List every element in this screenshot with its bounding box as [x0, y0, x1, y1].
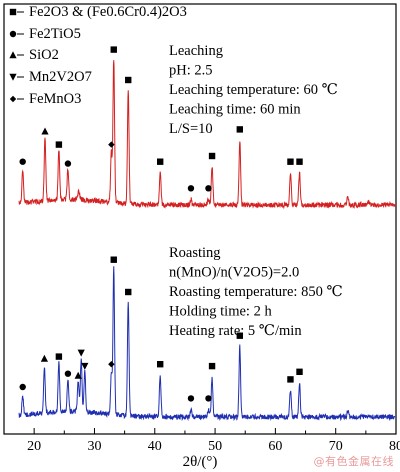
peak-marker-triangle-up — [74, 371, 82, 379]
legend-marker-diamond — [9, 95, 17, 103]
peak-marker-square — [287, 376, 294, 383]
peak-marker-square — [55, 353, 63, 360]
legend-label: SiO2 — [29, 47, 59, 63]
condition-line: Heating rate: 5 ℃/min — [169, 323, 302, 339]
legend-marker-square — [9, 8, 17, 16]
peak-marker-square — [156, 158, 164, 165]
peak-marker-circle — [187, 185, 195, 192]
condition-line: pH: 2.5 — [169, 63, 213, 79]
peak-marker-square — [110, 46, 117, 53]
traces — [18, 60, 396, 422]
condition-line: Leaching — [169, 43, 223, 59]
peak-marker-square — [296, 368, 303, 375]
x-axis-label: 2θ/(°) — [183, 454, 218, 470]
peak-marker-square — [287, 158, 294, 165]
x-axis: 20 30 40 50 60 70 80 — [3, 428, 400, 454]
peak-marker-triangle-up — [40, 354, 49, 362]
legend-label: Mn2V2O7 — [29, 69, 92, 85]
condition-line: Leaching time: 60 min — [169, 102, 301, 118]
condition-line: L/S=10 — [169, 121, 213, 137]
x-tick-label: 70 — [329, 439, 343, 454]
peak-marker-square — [125, 76, 132, 84]
legend-label: Fe2TiO5 — [29, 26, 81, 42]
x-tick-label: 80 — [389, 439, 400, 454]
peak-marker-circle — [205, 185, 212, 192]
legend: Fe2O3 & (Fe0.6Cr0.4)2O3 Fe2TiO5 SiO2 Mn2V2O… — [9, 4, 187, 107]
peak-marker-diamond — [108, 141, 115, 148]
peak-marker-square — [156, 361, 164, 368]
legend-item-triangle-down: Mn2V2O7 — [9, 69, 92, 85]
x-tick-label: 20 — [27, 439, 41, 454]
peak-markers — [19, 46, 303, 402]
peak-marker-triangle-down — [81, 362, 89, 370]
peak-marker-square — [236, 126, 244, 133]
trace-2 — [18, 266, 396, 422]
peak-marker-square — [125, 288, 132, 296]
condition-line: Leaching temperature: 60 ℃ — [169, 82, 338, 98]
peak-marker-square — [236, 332, 244, 339]
legend-label: Fe2O3 & (Fe0.6Cr0.4)2O3 — [29, 4, 187, 20]
plot-frame — [3, 3, 397, 435]
legend-item-circle: Fe2TiO5 — [9, 26, 81, 42]
x-tick-label: 60 — [268, 439, 282, 454]
legend-marker-circle — [9, 30, 17, 38]
legend-item-square: Fe2O3 & (Fe0.6Cr0.4)2O3 — [9, 4, 187, 20]
peak-marker-circle — [19, 383, 26, 391]
peak-marker-diamond — [108, 361, 115, 368]
x-tick-label: 50 — [208, 439, 222, 454]
peak-marker-circle — [19, 158, 26, 165]
legend-marker-triangle-down — [9, 73, 17, 81]
legend-item-diamond: FeMnO3 — [9, 91, 81, 107]
peak-marker-circle — [64, 370, 72, 377]
peak-marker-square — [110, 256, 117, 263]
x-tick-label: 40 — [148, 439, 162, 454]
condition-annotations: Leaching pH: 2.5 Leaching temperature: 60 … — [169, 43, 343, 339]
peak-marker-circle — [64, 160, 72, 167]
peak-marker-square — [296, 158, 303, 165]
x-tick-label: 30 — [87, 439, 101, 454]
legend-label: FeMnO3 — [29, 91, 81, 107]
watermark: @有色金属在线 — [313, 455, 394, 468]
peak-marker-triangle-up — [41, 127, 49, 135]
peak-marker-circle — [187, 395, 195, 402]
condition-line: Roasting temperature: 850 ℃ — [169, 284, 343, 300]
legend-marker-triangle-up — [9, 51, 17, 59]
legend-item-triangle-up: SiO2 — [9, 47, 59, 63]
condition-line: Roasting — [169, 245, 221, 261]
peak-marker-square — [208, 362, 216, 370]
trace-1 — [18, 60, 396, 210]
peak-marker-square — [55, 141, 63, 148]
condition-line: Holding time: 2 h — [169, 304, 272, 320]
condition-line: n(MnO)/n(V2O5)=2.0 — [169, 265, 299, 281]
peak-marker-triangle-down — [77, 349, 85, 357]
peak-marker-square — [208, 152, 216, 160]
peak-marker-circle — [205, 395, 212, 402]
